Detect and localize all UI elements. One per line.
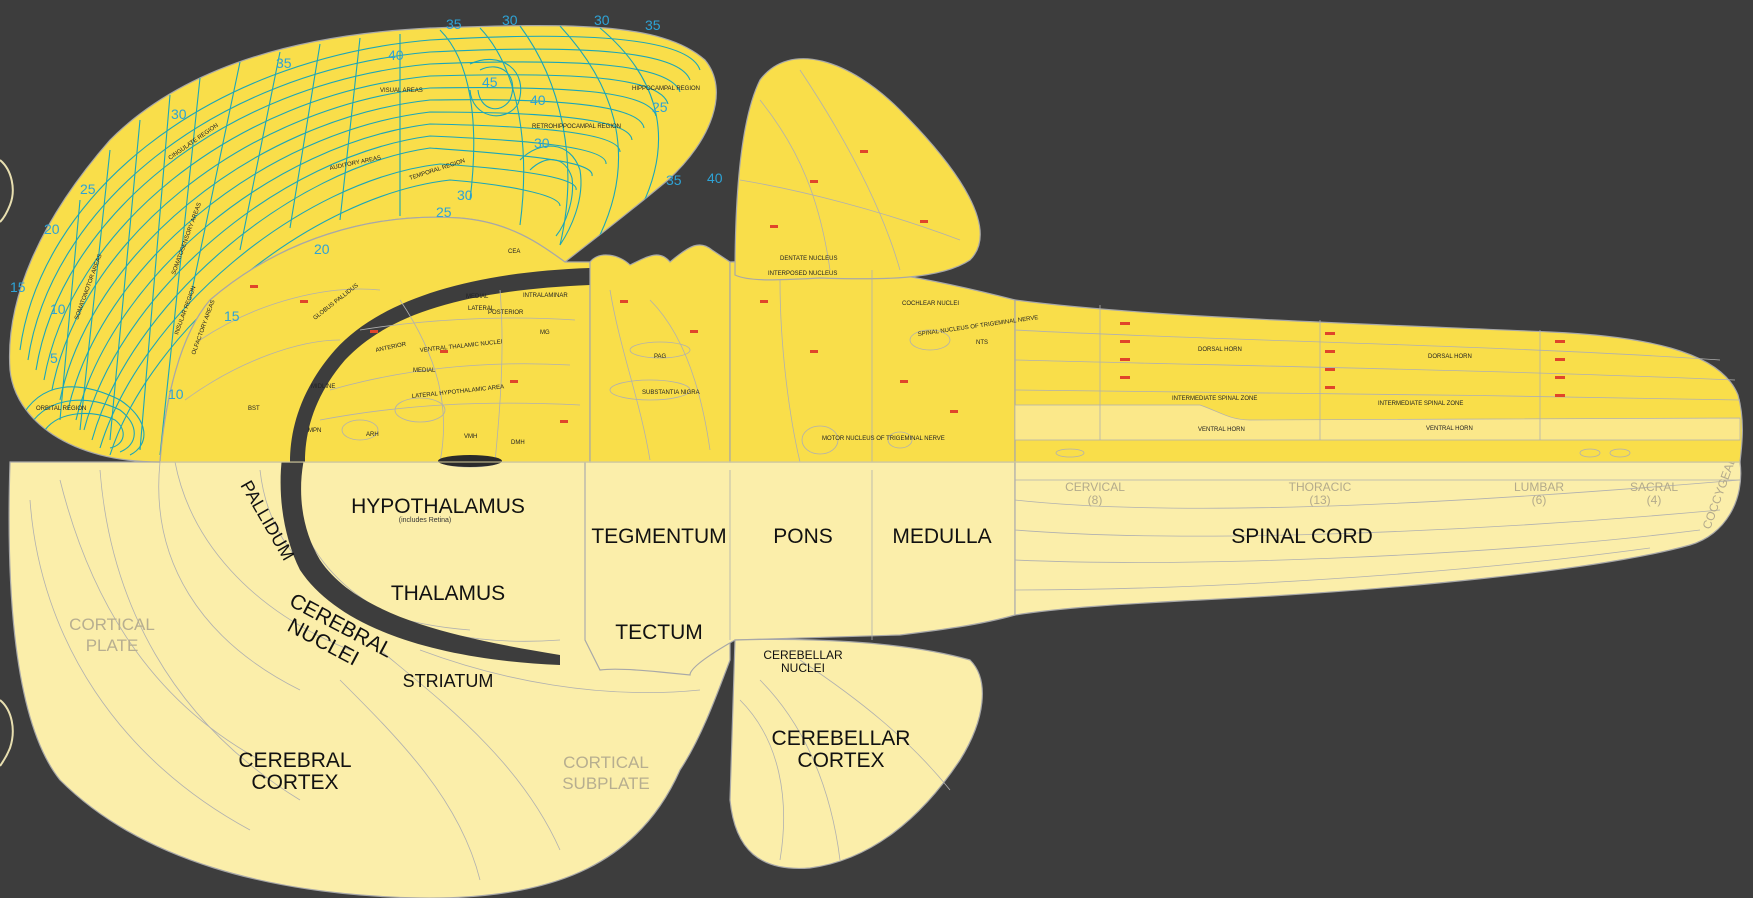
contour-number: 35	[446, 16, 462, 32]
contour-number: 35	[276, 55, 292, 71]
cervical-count: (8)	[1088, 493, 1103, 507]
intermediate-zone-label-1: INTERMEDIATE SPINAL ZONE	[1172, 396, 1257, 402]
ventral-horn-label-2: VENTRAL HORN	[1426, 426, 1473, 432]
lateral-label: LATERAL	[468, 306, 495, 312]
contour-number: 10	[50, 301, 66, 317]
hypothalamus-note: (includes Retina)	[399, 517, 452, 524]
orbital-region-label: ORBITAL REGION	[36, 406, 86, 412]
red-micro-labels	[250, 150, 1565, 423]
medulla-label: MEDULLA	[892, 525, 991, 548]
upper-half: VISUAL AREAS AUDITORY AREAS TEMPORAL REG…	[8, 12, 1743, 467]
contour-number: 30	[171, 106, 187, 122]
intralaminar-label: INTRALAMINAR	[523, 293, 568, 299]
interposed-nucleus-label: INTERPOSED NUCLEUS	[768, 271, 837, 277]
cerebellar-nuclei-label-2: NUCLEI	[781, 661, 825, 675]
cortical-subplate-label-1: CORTICAL	[563, 753, 649, 772]
contour-number: 5	[50, 350, 58, 366]
cerebellum-upper-region	[734, 58, 981, 281]
contour-number: 45	[482, 74, 498, 90]
vmh-label: VMH	[464, 434, 477, 440]
contour-number: 20	[44, 221, 60, 237]
sacral-count: (4)	[1647, 493, 1662, 507]
dentate-nucleus-label: DENTATE NUCLEUS	[780, 256, 837, 262]
nts-label: NTS	[976, 340, 988, 346]
contour-numbers: 35 30 30 35 35 40 30 25 20 15 10 5 10 15…	[10, 12, 723, 402]
contour-number: 40	[388, 47, 404, 63]
contour-number: 25	[80, 181, 96, 197]
tegmentum-label: TEGMENTUM	[591, 525, 726, 548]
cerebral-cortex-label-1: CEREBRAL	[238, 749, 351, 772]
mpn-label: MPN	[308, 428, 321, 434]
cerebellar-cortex-label-2: CORTEX	[797, 749, 884, 772]
dmh-label: DMH	[511, 440, 525, 446]
cervical-label: CERVICAL	[1065, 480, 1125, 494]
lumbar-count: (6)	[1532, 493, 1547, 507]
cortical-plate-label-1: CORTICAL	[69, 615, 155, 634]
contour-number: 35	[645, 17, 661, 33]
lower-internal-lines	[29, 454, 1741, 881]
contour-number: 35	[666, 172, 682, 188]
midline-label: MIDLINE	[311, 384, 335, 390]
contour-number: 40	[530, 92, 546, 108]
thalamus-label: THALAMUS	[391, 582, 505, 605]
hindbrain-upper-region	[729, 260, 1016, 463]
brainstem-lower-region	[584, 461, 1016, 676]
retrohippocampal-region-label: RETROHIPPOCAMPAL REGION	[532, 124, 621, 130]
visual-areas-label: VISUAL AREAS	[380, 88, 423, 94]
contour-number: 30	[502, 12, 518, 28]
bst-label: BST	[248, 406, 260, 412]
cortex-contours	[19, 25, 701, 456]
spinal-cord-lower-region	[1014, 461, 1742, 616]
dorsal-horn-label-2: DORSAL HORN	[1428, 354, 1472, 360]
left-edge-arc-top	[0, 159, 14, 223]
pons-label: PONS	[773, 525, 833, 548]
cortical-subplate-label-2: SUBPLATE	[562, 774, 650, 793]
cochlear-nuclei-label: COCHLEAR NUCLEI	[902, 301, 959, 307]
arh-label: ARH	[366, 432, 379, 438]
substantia-nigra-label: SUBSTANTIA NIGRA	[642, 390, 700, 396]
posterior-label: POSTERIOR	[488, 310, 524, 316]
ventral-horn-label-1: VENTRAL HORN	[1198, 427, 1245, 433]
cerebrum-inner-upper-region	[159, 216, 591, 463]
dorsal-horn-label-1: DORSAL HORN	[1198, 347, 1242, 353]
contour-number: 40	[707, 170, 723, 186]
upper-internal-lines	[184, 69, 1741, 463]
medial-label-2: MEDIAL	[413, 368, 436, 374]
contour-number: 15	[224, 308, 240, 324]
contour-number: 15	[10, 279, 26, 295]
cerebellar-nuclei-label-1: CEREBELLAR	[763, 648, 843, 662]
intermediate-zone-label-2: INTERMEDIATE SPINAL ZONE	[1378, 401, 1463, 407]
lumbar-label: LUMBAR	[1514, 480, 1564, 494]
motor-nucleus-trigeminal-label: MOTOR NUCLEUS OF TRIGEMINAL NERVE	[822, 436, 945, 442]
contour-number: 20	[314, 241, 330, 257]
midbrain-upper-region	[589, 244, 731, 463]
mg-label: MG	[540, 330, 550, 336]
contour-number: 30	[457, 187, 473, 203]
contour-number: 25	[652, 99, 668, 115]
left-edge-arc-bottom	[0, 699, 14, 767]
striatum-label: STRIATUM	[403, 671, 494, 691]
tectum-label: TECTUM	[615, 621, 703, 644]
cerebral-cortex-label-2: CORTEX	[251, 771, 338, 794]
cerebellum-lower-region	[729, 638, 983, 870]
cerebrum-lower-region	[8, 461, 731, 898]
contour-number: 30	[534, 135, 550, 151]
third-ventricle	[438, 455, 502, 467]
sacral-label: SACRAL	[1630, 480, 1678, 494]
contour-number: 30	[594, 12, 610, 28]
spinal-cord-light-band	[1014, 404, 1741, 441]
contour-number: 25	[436, 204, 452, 220]
contour-number: 10	[168, 386, 184, 402]
hypothalamus-label: HYPOTHALAMUS	[351, 495, 525, 518]
thoracic-count: (13)	[1309, 493, 1330, 507]
cortical-plate-label-2: PLATE	[86, 636, 139, 655]
hippocampal-region-label: HIPPOCAMPAL REGION	[632, 86, 700, 92]
cerebellar-cortex-label-1: CEREBELLAR	[772, 727, 911, 750]
thoracic-label: THORACIC	[1289, 480, 1352, 494]
pag-label: PAG	[654, 354, 667, 360]
cea-label: CEA	[508, 249, 520, 255]
spinal-cord-label: SPINAL CORD	[1231, 525, 1373, 548]
medial-label: MEDIAL	[466, 294, 489, 300]
